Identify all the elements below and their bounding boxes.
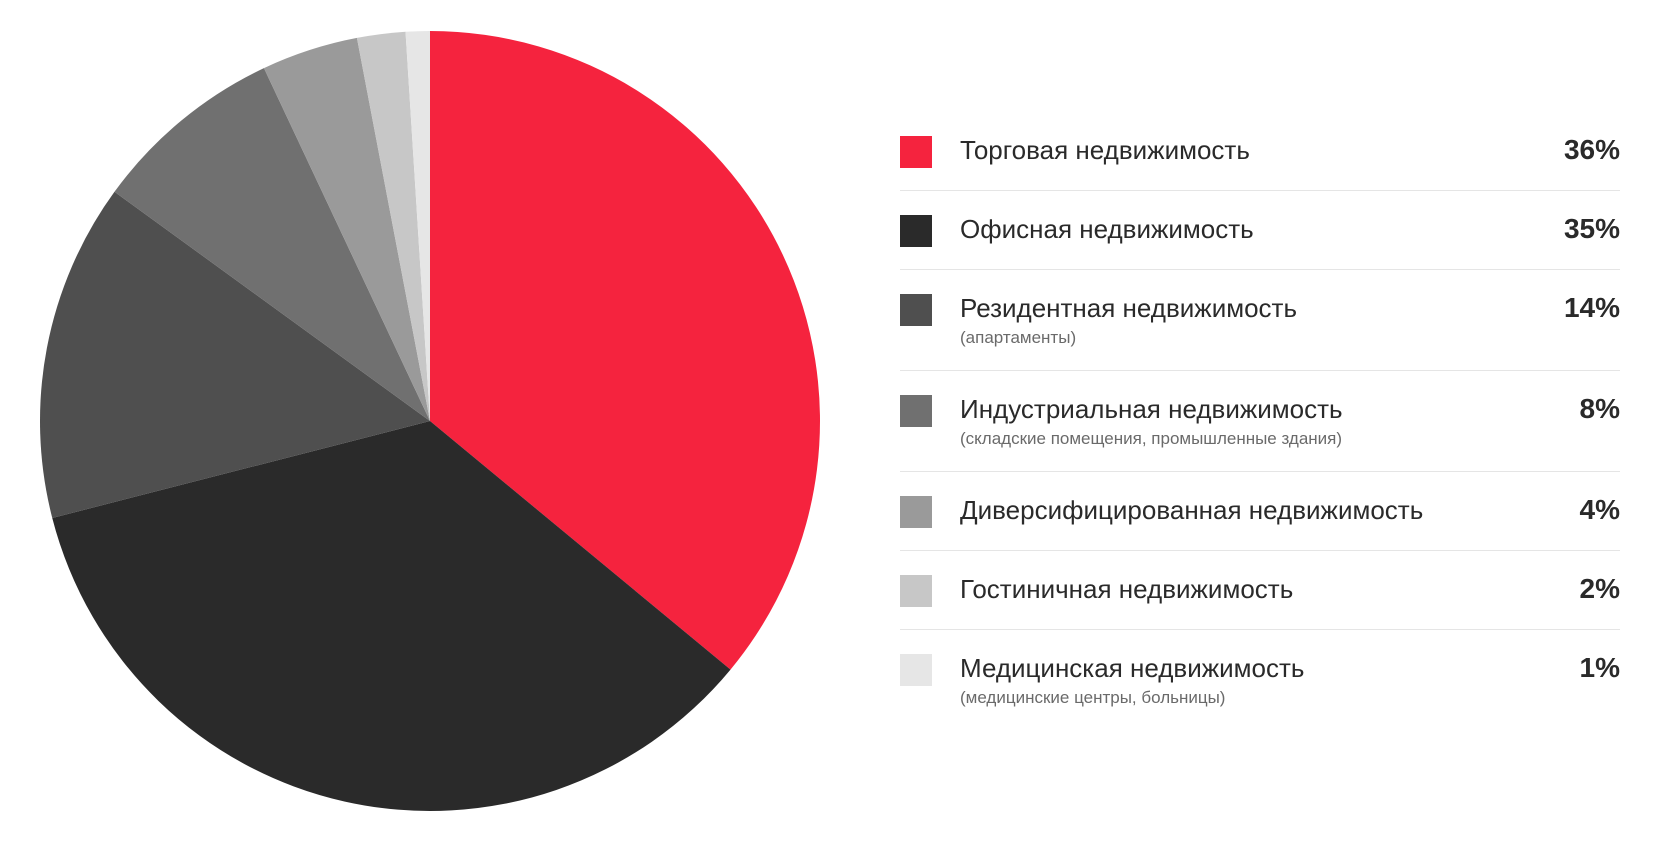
legend-value: 2% xyxy=(1580,573,1620,605)
legend-label-group: Гостиничная недвижимость xyxy=(960,573,1560,607)
legend-item-0: Торговая недвижимость 36% xyxy=(900,112,1620,191)
legend-value: 35% xyxy=(1564,213,1620,245)
legend-label: Медицинская недвижимость xyxy=(960,652,1560,686)
legend-label-group: Медицинская недвижимость(медицинские цен… xyxy=(960,652,1560,708)
legend-item-6: Медицинская недвижимость(медицинские цен… xyxy=(900,630,1620,730)
legend: Торговая недвижимость 36% Офисная недвижим… xyxy=(860,112,1680,729)
legend-value: 14% xyxy=(1564,292,1620,324)
legend-label-group: Офисная недвижимость xyxy=(960,213,1544,247)
legend-value: 4% xyxy=(1580,494,1620,526)
legend-item-3: Индустриальная недвижимость(складские по… xyxy=(900,371,1620,472)
legend-item-1: Офисная недвижимость 35% xyxy=(900,191,1620,270)
legend-swatch xyxy=(900,654,932,686)
legend-label: Офисная недвижимость xyxy=(960,213,1544,247)
legend-swatch xyxy=(900,496,932,528)
legend-label-group: Торговая недвижимость xyxy=(960,134,1544,168)
legend-label: Торговая недвижимость xyxy=(960,134,1544,168)
legend-label: Гостиничная недвижимость xyxy=(960,573,1560,607)
legend-swatch xyxy=(900,136,932,168)
chart-container: Торговая недвижимость 36% Офисная недвижим… xyxy=(0,0,1680,842)
legend-sublabel: (апартаменты) xyxy=(960,328,1544,348)
legend-item-2: Резидентная недвижимость(апартаменты) 14% xyxy=(900,270,1620,371)
legend-label: Резидентная недвижимость xyxy=(960,292,1544,326)
legend-sublabel: (медицинские центры, больницы) xyxy=(960,688,1560,708)
legend-sublabel: (складские помещения, промышленные здани… xyxy=(960,429,1560,449)
legend-label: Диверсифицированная недвижимость xyxy=(960,494,1560,528)
legend-item-5: Гостиничная недвижимость 2% xyxy=(900,551,1620,630)
legend-label-group: Индустриальная недвижимость(складские по… xyxy=(960,393,1560,449)
legend-label-group: Диверсифицированная недвижимость xyxy=(960,494,1560,528)
legend-swatch xyxy=(900,294,932,326)
legend-value: 1% xyxy=(1580,652,1620,684)
pie-chart-area xyxy=(0,0,860,842)
legend-label: Индустриальная недвижимость xyxy=(960,393,1560,427)
legend-value: 8% xyxy=(1580,393,1620,425)
legend-swatch xyxy=(900,215,932,247)
legend-item-4: Диверсифицированная недвижимость 4% xyxy=(900,472,1620,551)
legend-label-group: Резидентная недвижимость(апартаменты) xyxy=(960,292,1544,348)
legend-swatch xyxy=(900,395,932,427)
legend-swatch xyxy=(900,575,932,607)
legend-value: 36% xyxy=(1564,134,1620,166)
pie-chart xyxy=(0,0,860,842)
